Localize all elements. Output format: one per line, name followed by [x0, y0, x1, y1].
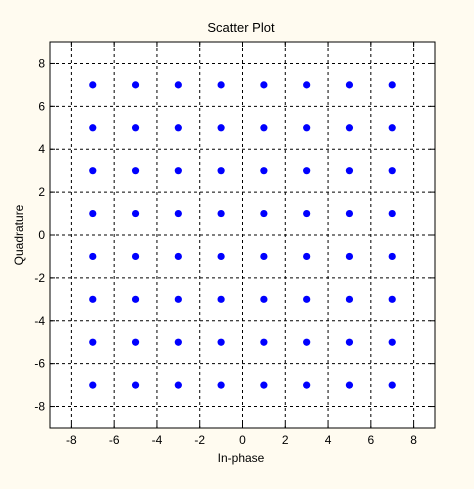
data-point	[388, 295, 396, 303]
data-point	[345, 381, 354, 389]
x-tick-label: 6	[367, 433, 374, 447]
data-point	[303, 81, 311, 89]
data-point	[174, 209, 182, 218]
data-point	[217, 381, 225, 389]
data-point	[89, 124, 97, 132]
data-point	[131, 252, 140, 261]
x-tick-label: 0	[239, 433, 246, 447]
data-point	[131, 81, 140, 89]
data-point	[131, 124, 140, 132]
data-point	[345, 124, 354, 132]
data-point	[174, 381, 182, 389]
data-point	[174, 81, 182, 89]
data-point	[217, 124, 225, 132]
data-point	[303, 338, 311, 346]
x-tick-label: -8	[66, 433, 77, 447]
y-tick-label: 0	[38, 228, 45, 242]
data-point	[388, 252, 396, 261]
data-point	[260, 338, 268, 346]
data-point	[217, 167, 225, 175]
data-point	[131, 209, 140, 218]
y-tick-label: 8	[38, 56, 45, 70]
data-point	[388, 124, 396, 132]
data-point	[217, 81, 225, 89]
data-point	[303, 252, 311, 261]
data-point	[260, 252, 268, 261]
data-point	[260, 209, 268, 218]
data-point	[174, 252, 182, 261]
data-point	[388, 209, 396, 218]
chart-title: Scatter Plot	[207, 20, 275, 35]
y-tick-label: -2	[34, 271, 45, 285]
y-tick-label: 6	[38, 99, 45, 113]
data-point	[174, 295, 182, 303]
data-point	[217, 209, 225, 218]
x-tick-label: 4	[325, 433, 332, 447]
x-tick-label: 8	[410, 433, 417, 447]
data-point	[260, 81, 268, 89]
data-point	[303, 124, 311, 132]
data-point	[89, 295, 97, 303]
y-axis-label: Quadrature	[12, 204, 26, 265]
y-tick-label: 4	[38, 142, 45, 156]
data-point	[89, 252, 97, 261]
data-point	[174, 124, 182, 132]
data-point	[303, 381, 311, 389]
data-point	[89, 209, 97, 218]
y-tick-label: -4	[34, 314, 45, 328]
data-point	[345, 252, 354, 261]
data-point	[303, 295, 311, 303]
x-tick-label: 2	[282, 433, 289, 447]
x-axis-label: In-phase	[218, 451, 265, 465]
data-point	[260, 295, 268, 303]
data-point	[131, 381, 140, 389]
data-point	[260, 381, 268, 389]
data-point	[303, 209, 311, 218]
data-point	[131, 295, 140, 303]
data-point	[388, 167, 396, 175]
data-point	[174, 167, 182, 175]
data-point	[388, 338, 396, 346]
data-point	[89, 81, 97, 89]
data-point	[345, 209, 354, 218]
data-point	[131, 167, 140, 175]
data-point	[345, 338, 354, 346]
data-point	[174, 338, 182, 346]
y-tick-label: -6	[34, 357, 45, 371]
data-point	[260, 167, 268, 175]
data-point	[89, 381, 97, 389]
data-point	[388, 381, 396, 389]
x-tick-label: -4	[152, 433, 163, 447]
x-tick-label: -2	[194, 433, 205, 447]
y-tick-label: 2	[38, 185, 45, 199]
y-tick-label: -8	[34, 400, 45, 414]
data-point	[89, 167, 97, 175]
data-point	[345, 295, 354, 303]
x-tick-label: -6	[109, 433, 120, 447]
data-point	[345, 81, 354, 89]
data-point	[345, 167, 354, 175]
data-point	[89, 338, 97, 346]
data-point	[388, 81, 396, 89]
data-point	[217, 295, 225, 303]
data-point	[260, 124, 268, 132]
data-point	[303, 167, 311, 175]
data-point	[131, 338, 140, 346]
data-point	[217, 252, 225, 261]
data-point	[217, 338, 225, 346]
